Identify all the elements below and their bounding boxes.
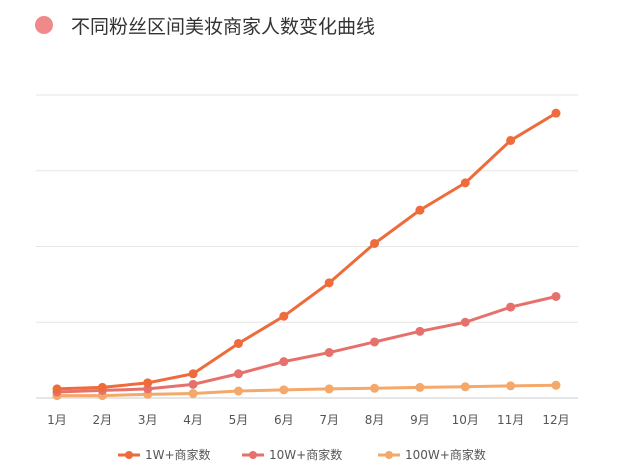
title-dot: [35, 16, 53, 34]
x-tick-label: 11月: [497, 413, 524, 427]
data-point: [460, 178, 470, 188]
x-tick-label: 1月: [47, 413, 67, 427]
data-point: [233, 386, 243, 396]
x-axis-ticks: 1月 2月 3月 4月 5月 6月 7月 8月 9月 10月 11月 12月: [47, 413, 569, 427]
x-tick-label: 10月: [452, 413, 479, 427]
series-group: [52, 108, 561, 401]
legend-label: 1W+商家数: [145, 447, 211, 462]
x-tick-label: 6月: [274, 413, 294, 427]
legend-item: 1W+商家数: [118, 447, 211, 462]
data-point: [506, 381, 516, 391]
data-point: [143, 378, 153, 388]
x-tick-label: 12月: [542, 413, 569, 427]
chart-title: 不同粉丝区间美妆商家人数变化曲线: [71, 16, 375, 38]
legend-swatch-dot: [385, 451, 393, 459]
data-point: [460, 382, 470, 392]
x-tick-label: 2月: [93, 413, 113, 427]
gridlines: [36, 94, 578, 399]
legend-label: 100W+商家数: [405, 447, 486, 462]
series: [52, 291, 561, 397]
data-point: [188, 379, 198, 389]
x-tick-label: 8月: [365, 413, 385, 427]
data-point: [233, 369, 243, 379]
data-point: [370, 383, 380, 393]
data-point: [233, 338, 243, 348]
data-point: [506, 135, 516, 145]
data-point: [506, 302, 516, 312]
data-point: [460, 317, 470, 327]
data-point: [188, 369, 198, 379]
data-point: [324, 384, 334, 394]
data-point: [415, 205, 425, 215]
series: [52, 108, 561, 394]
data-point: [415, 382, 425, 392]
legend-item: 10W+商家数: [242, 447, 342, 462]
x-tick-label: 3月: [138, 413, 158, 427]
data-point: [97, 382, 107, 392]
series-line: [55, 294, 558, 394]
data-point: [370, 337, 380, 347]
data-point: [370, 238, 380, 248]
x-tick-label: 9月: [410, 413, 430, 427]
legend-label: 10W+商家数: [269, 447, 342, 462]
series: [52, 380, 561, 401]
data-point: [188, 388, 198, 398]
data-point: [324, 348, 334, 358]
data-point: [551, 291, 561, 301]
data-point: [52, 384, 62, 394]
legend: 1W+商家数 10W+商家数 100W+商家数: [118, 447, 486, 462]
x-tick-label: 4月: [183, 413, 203, 427]
series-line: [55, 111, 558, 391]
series-line: [55, 383, 558, 398]
data-point: [324, 278, 334, 288]
data-point: [551, 108, 561, 118]
x-tick-label: 7月: [319, 413, 339, 427]
data-point: [415, 326, 425, 336]
data-point: [551, 380, 561, 390]
data-point: [279, 311, 289, 321]
data-point: [279, 357, 289, 367]
data-point: [279, 385, 289, 395]
x-tick-label: 5月: [229, 413, 249, 427]
legend-swatch-dot: [249, 451, 257, 459]
legend-swatch-dot: [125, 451, 133, 459]
legend-item: 100W+商家数: [378, 447, 486, 462]
